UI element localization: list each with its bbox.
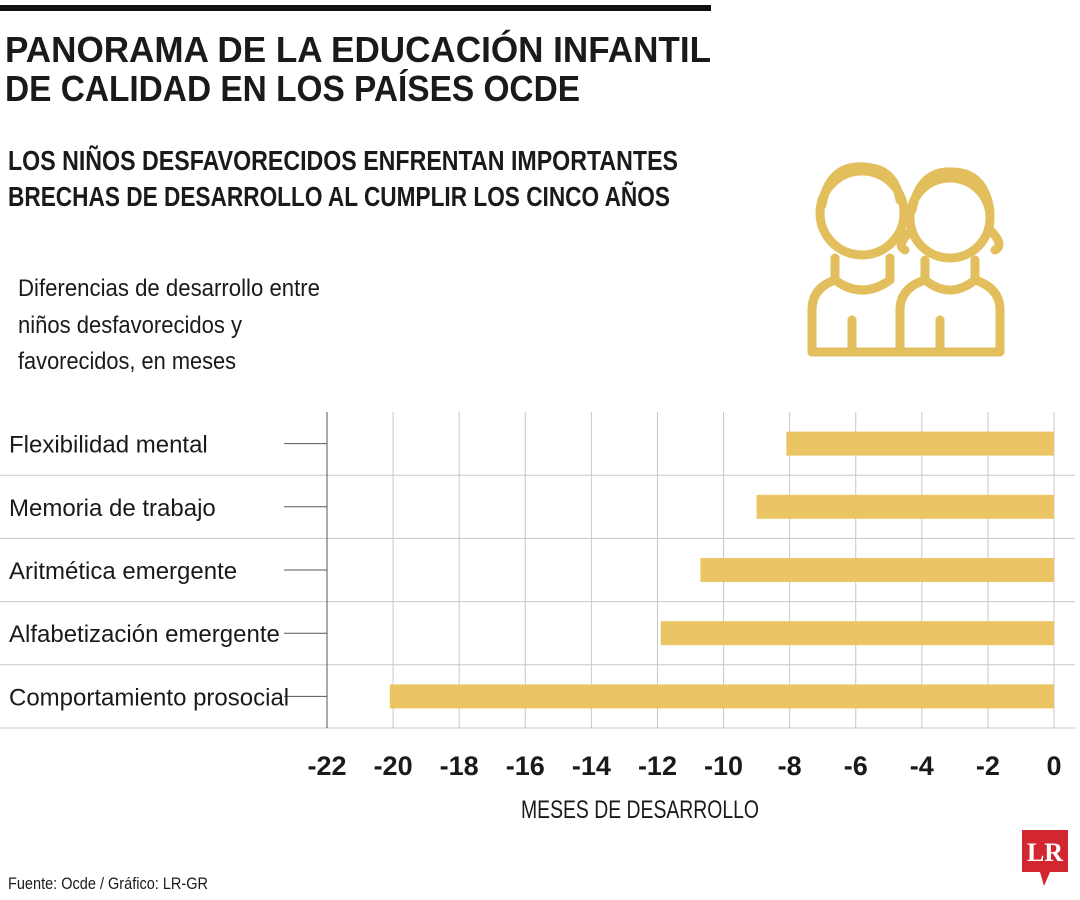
x-tick-label: -8: [778, 751, 802, 781]
description: niños desfavorecidos y: [18, 312, 242, 339]
x-tick-label: -22: [307, 751, 346, 781]
chart-title: PANORAMA DE LA EDUCACIÓN INFANTIL: [5, 28, 711, 70]
logo: LR: [1027, 838, 1063, 867]
y-tick-label: Comportamiento prosocial: [9, 684, 289, 711]
x-tick-label: -6: [844, 751, 868, 781]
y-tick-label: Flexibilidad mental: [9, 432, 208, 459]
logo-badge: [1022, 830, 1068, 886]
bar: [756, 494, 1054, 519]
bar: [700, 558, 1054, 582]
description: favorecidos, en meses: [18, 348, 236, 375]
x-tick-label: -14: [572, 751, 611, 781]
x-tick-label: -2: [976, 751, 1000, 781]
y-tick-label: Alfabetización emergente: [9, 621, 280, 648]
chart-title: DE CALIDAD EN LOS PAÍSES OCDE: [5, 68, 580, 109]
x-tick-label: 0: [1046, 751, 1061, 781]
x-axis-title: MESES DE DESARROLLO: [521, 796, 759, 824]
description: Diferencias de desarrollo entre: [18, 275, 320, 302]
x-tick-label: -16: [506, 751, 545, 781]
top-rule: [0, 5, 711, 11]
bar: [389, 684, 1054, 709]
chart-subtitle: BRECHAS DE DESARROLLO AL CUMPLIR LOS CIN…: [8, 181, 670, 212]
x-tick-label: -4: [910, 751, 934, 781]
bar: [660, 621, 1054, 646]
x-tick-label: -12: [638, 751, 677, 781]
chart-subtitle: LOS NIÑOS DESFAVORECIDOS ENFRENTAN IMPOR…: [8, 145, 678, 176]
y-tick-label: Memoria de trabajo: [9, 495, 216, 522]
source: Fuente: Ocde / Gráfico: LR-GR: [8, 874, 208, 893]
x-tick-label: -10: [704, 751, 743, 781]
y-tick-label: Aritmética emergente: [9, 558, 237, 585]
x-tick-label: -20: [374, 751, 413, 781]
children-icon: [807, 162, 1005, 357]
bar: [786, 431, 1054, 456]
x-tick-label: -18: [440, 751, 479, 781]
